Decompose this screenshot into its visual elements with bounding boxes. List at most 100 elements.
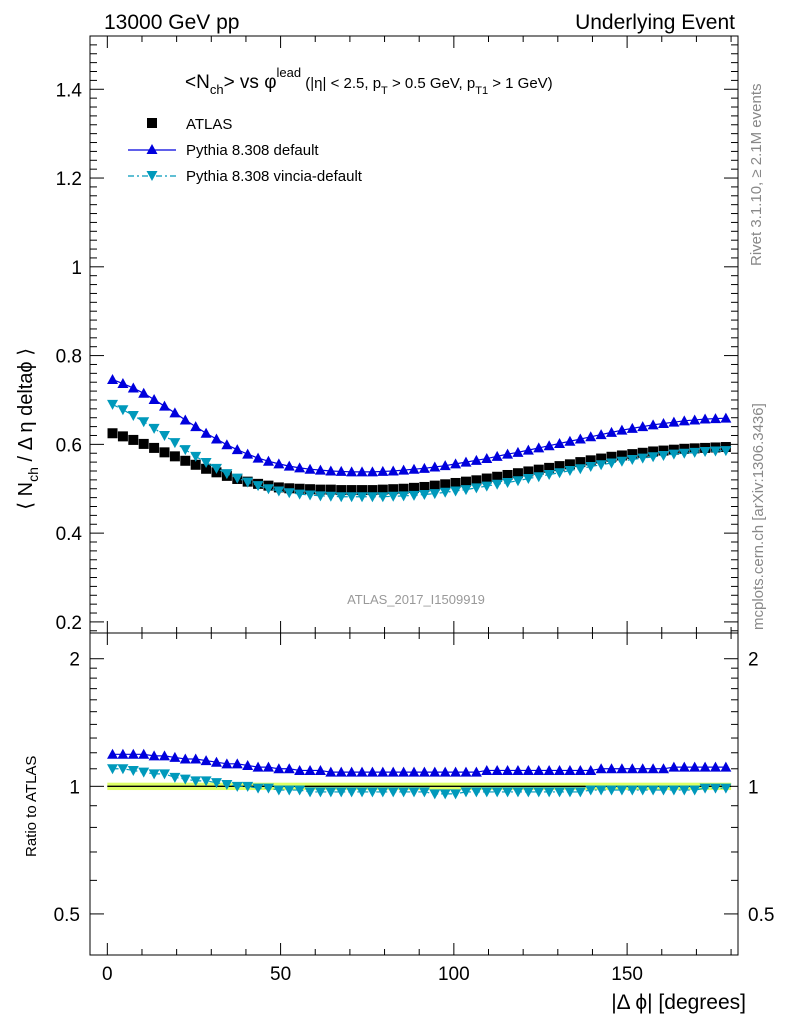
ratio-point-vincia — [606, 785, 618, 796]
data-point-vincia — [637, 453, 649, 464]
y-tick-label: 1.2 — [56, 169, 82, 190]
data-point-vincia — [335, 492, 347, 503]
data-point-vincia — [138, 417, 150, 428]
data-point-vincia — [699, 446, 711, 457]
data-point-atlas — [637, 447, 648, 458]
legend: ATLAS Pythia 8.308 default Pythia 8.308 … — [128, 116, 363, 185]
data-point-default — [190, 421, 202, 432]
data-point-vincia — [657, 450, 669, 461]
data-point-atlas — [585, 455, 596, 466]
ratio-point-vincia — [709, 783, 721, 794]
ratio-point-default — [398, 766, 410, 777]
ratio-point-vincia — [148, 769, 160, 780]
data-point-atlas — [201, 463, 212, 474]
ratio-point-default — [429, 766, 441, 777]
data-point-vincia — [709, 446, 721, 457]
ratio-point-vincia — [481, 787, 493, 798]
ratio-point-default — [138, 748, 150, 759]
data-point-vincia — [262, 484, 274, 495]
data-point-vincia — [200, 458, 212, 469]
data-point-vincia — [574, 464, 586, 475]
ratio-point-default — [585, 764, 597, 775]
data-point-vincia — [159, 430, 171, 441]
y-tick-label: 0.4 — [56, 524, 83, 545]
data-point-atlas — [544, 462, 555, 473]
data-point-atlas — [388, 484, 399, 495]
data-point-default — [418, 462, 430, 473]
ratio-y-tick-label: 2 — [69, 650, 80, 671]
ratio-point-vincia — [616, 785, 628, 796]
y-axis-label: ⟨ Nch / Δ η deltaϕ ⟩ — [15, 348, 41, 510]
data-point-default — [657, 417, 669, 428]
data-point-default — [148, 394, 160, 405]
data-point-default — [637, 421, 649, 432]
data-point-atlas — [616, 450, 627, 461]
ratio-point-default — [356, 766, 368, 777]
ratio-point-default — [169, 751, 181, 762]
ratio-point-default — [148, 750, 160, 761]
rivet-label: Rivet 3.1.10, ≥ 2.1M events — [748, 84, 765, 267]
data-point-vincia — [169, 438, 181, 449]
ratio-point-default — [200, 755, 212, 766]
data-point-atlas — [377, 484, 388, 495]
ratio-plot-frame — [89, 632, 739, 956]
data-point-vincia — [294, 489, 306, 500]
data-point-atlas — [533, 464, 544, 475]
data-point-default — [221, 439, 233, 450]
ratio-point-default — [481, 764, 493, 775]
ratio-point-vincia — [190, 776, 202, 787]
data-point-vincia — [678, 448, 690, 459]
data-point-atlas — [336, 485, 347, 496]
ratio-point-vincia — [512, 787, 524, 798]
data-point-atlas — [460, 476, 471, 487]
data-point-default — [273, 458, 285, 469]
data-point-default — [512, 446, 524, 457]
data-point-default — [689, 414, 701, 425]
data-point-vincia — [231, 473, 243, 484]
data-point-default — [231, 444, 243, 455]
data-point-atlas — [648, 446, 659, 457]
ratio-point-default — [231, 758, 243, 769]
data-point-default — [117, 378, 129, 389]
data-point-vincia — [398, 491, 410, 502]
data-point-atlas — [523, 466, 534, 477]
ratio-point-default — [190, 753, 202, 764]
x-tick-label: 150 — [611, 964, 643, 985]
data-point-atlas — [190, 459, 201, 470]
ratio-y-tick-label: 0.5 — [54, 905, 80, 926]
ratio-point-default — [273, 763, 285, 774]
data-point-vincia — [325, 491, 337, 502]
ratio-point-vincia — [554, 787, 566, 798]
ratio-point-default — [439, 766, 451, 777]
ratio-point-default — [689, 761, 701, 772]
ratio-point-default — [678, 761, 690, 772]
ratio-point-vincia — [387, 787, 399, 798]
data-point-vincia — [543, 470, 555, 481]
ratio-point-default — [325, 766, 337, 777]
data-point-vincia — [564, 466, 576, 477]
ratio-point-vincia — [210, 778, 222, 789]
ratio-point-vincia — [127, 765, 139, 776]
ratio-point-vincia — [595, 785, 607, 796]
data-point-default — [574, 433, 586, 444]
ratio-point-vincia — [626, 785, 638, 796]
ratio-point-vincia — [657, 785, 669, 796]
legend-label-default: Pythia 8.308 default — [186, 142, 319, 159]
data-point-atlas — [419, 481, 430, 492]
mcplots-label: mcplots.cern.ch [arXiv:1306.3436] — [750, 403, 767, 630]
ratio-point-vincia — [169, 772, 181, 783]
data-point-default — [595, 429, 607, 440]
data-point-default — [533, 442, 545, 453]
ratio-point-vincia — [564, 787, 576, 798]
data-point-atlas — [658, 445, 669, 456]
ratio-point-vincia — [533, 787, 545, 798]
data-point-vincia — [554, 468, 566, 479]
data-point-vincia — [107, 399, 119, 410]
ratio-point-vincia — [491, 787, 503, 798]
ratio-point-default — [543, 764, 555, 775]
data-point-default — [159, 400, 171, 411]
legend-label-atlas: ATLAS — [186, 116, 232, 133]
data-point-default — [481, 453, 493, 464]
ratio-point-default — [252, 761, 264, 772]
data-point-vincia — [190, 451, 202, 462]
